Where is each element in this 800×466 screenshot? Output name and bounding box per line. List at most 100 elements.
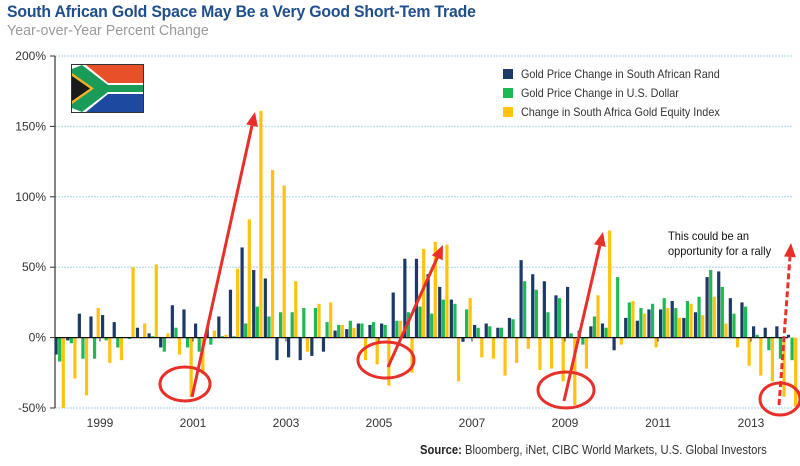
bar-equity	[759, 337, 763, 376]
bar-usd	[383, 324, 387, 338]
legend-label-usd: Gold Price Change in U.S. Dollar	[521, 85, 679, 100]
bar-equity	[212, 330, 217, 338]
y-tick-label: 0%	[29, 331, 47, 345]
bar-equity	[794, 337, 798, 407]
legend-label-equity: Change in South Africa Gold Equity Index	[521, 104, 720, 119]
bar-rand	[438, 286, 442, 338]
bar-usd	[116, 337, 120, 348]
bar-usd	[418, 306, 422, 338]
bar-rand	[740, 302, 744, 338]
bar-equity	[782, 337, 786, 397]
y-tick-label: 200%	[15, 49, 46, 63]
bar-equity	[538, 337, 542, 370]
arrow-head	[246, 112, 258, 127]
bar-rand	[112, 322, 116, 338]
rally-annotation: This could be an opportunity for a rally	[668, 229, 771, 259]
y-tick-label: 50%	[22, 260, 46, 274]
bar-usd	[244, 323, 248, 338]
bar-usd	[267, 316, 271, 338]
arrow-head	[783, 243, 796, 258]
arrow-shaft	[386, 257, 439, 368]
bar-rand	[449, 299, 453, 338]
bar-usd	[220, 336, 225, 338]
bar-usd	[464, 309, 469, 338]
bar-equity	[712, 296, 716, 338]
bar-usd	[395, 320, 399, 338]
bar-equity	[724, 323, 728, 338]
bar-rand	[298, 337, 302, 361]
x-tick-label: 2013	[738, 416, 765, 430]
bar-equity	[154, 264, 158, 338]
bar-rand	[135, 327, 140, 338]
bar-usd	[662, 298, 666, 338]
bar-usd	[488, 326, 492, 338]
bar-equity	[561, 337, 565, 382]
bar-rand	[403, 258, 407, 338]
bar-rand	[252, 270, 256, 338]
bar-rand	[600, 323, 605, 338]
bar-usd	[720, 286, 724, 338]
bar-rand	[147, 333, 151, 338]
bar-usd	[755, 334, 759, 338]
bar-rand	[566, 286, 570, 338]
bar-equity	[642, 313, 647, 338]
bar-usd	[767, 337, 771, 351]
bar-usd	[790, 337, 794, 361]
bar-equity	[445, 244, 449, 338]
bar-usd	[534, 289, 538, 338]
bar-usd	[499, 327, 504, 338]
bar-equity	[201, 337, 205, 375]
south-africa-flag-icon	[71, 64, 144, 113]
bar-equity	[340, 324, 344, 338]
bar-rand	[368, 324, 372, 338]
bar-usd	[674, 308, 678, 338]
bar-equity	[305, 337, 310, 352]
bar-rand	[345, 329, 349, 338]
bar-rand	[682, 317, 686, 338]
bar-rand	[240, 247, 244, 338]
bar-rand	[554, 295, 558, 338]
bar-rand	[321, 337, 326, 352]
bar-rand	[763, 327, 767, 338]
bar-usd	[685, 300, 690, 338]
bar-usd	[278, 312, 283, 338]
bar-usd	[453, 303, 457, 338]
bar-equity	[549, 337, 554, 369]
annotation-line-1: This could be an	[668, 229, 750, 243]
bar-rand	[380, 323, 384, 338]
bar-rand	[635, 320, 639, 338]
source-label: Source:	[420, 443, 462, 457]
bar-rand	[705, 277, 709, 338]
bar-rand	[531, 274, 535, 338]
bar-equity	[119, 337, 124, 361]
bar-equity	[608, 230, 612, 338]
highlight-circle	[536, 370, 596, 410]
bar-equity	[282, 185, 286, 338]
bar-usd	[348, 320, 352, 338]
bar-usd	[732, 313, 736, 338]
bar-rand	[159, 337, 163, 348]
bar-equity	[456, 337, 461, 382]
bar-equity	[61, 337, 65, 408]
highlight-circle	[356, 340, 416, 380]
bar-rand	[659, 309, 663, 338]
bar-usd	[197, 337, 201, 352]
x-tick-label: 2011	[645, 416, 671, 430]
bar-usd	[743, 306, 748, 338]
bar-equity	[247, 219, 251, 338]
x-tick-label: 2003	[273, 416, 300, 430]
bar-equity	[701, 315, 705, 338]
bar-usd	[523, 281, 527, 338]
bar-rand	[228, 289, 233, 338]
bar-rand	[101, 315, 105, 338]
bar-usd	[441, 299, 445, 338]
bar-equity	[166, 333, 170, 338]
bar-equity	[236, 268, 240, 338]
bar-usd	[627, 302, 631, 338]
bar-usd	[778, 337, 783, 359]
bar-equity	[619, 337, 623, 345]
bar-equity	[433, 241, 437, 338]
bar-equity	[177, 337, 182, 355]
bar-usd	[639, 308, 643, 338]
bar-rand	[728, 298, 732, 338]
